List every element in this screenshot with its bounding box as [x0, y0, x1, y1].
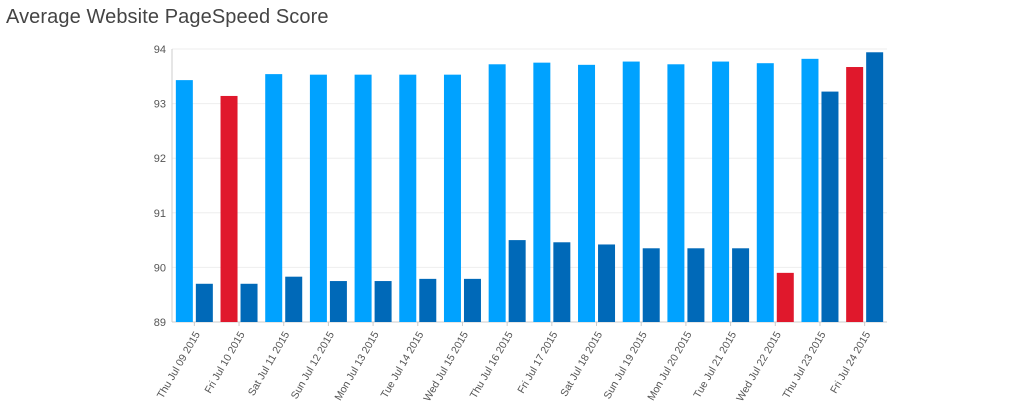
bar-series-1	[220, 95, 238, 323]
bar-series-2	[553, 242, 571, 322]
y-tick-label: 94	[154, 44, 166, 56]
bar-series-1	[265, 74, 283, 322]
y-tick-label: 89	[154, 317, 166, 329]
x-tick-label: Thu Jul 23 2015	[781, 329, 829, 400]
bar-series-1	[756, 63, 774, 323]
x-tick-label: Fri Jul 10 2015	[203, 329, 248, 395]
bar-series-1	[667, 64, 685, 323]
bar-series-1	[846, 67, 864, 322]
x-tick-label: Sat Jul 18 2015	[558, 329, 605, 398]
x-tick-label: Sat Jul 11 2015	[246, 329, 293, 398]
x-tick-label: Sun Jul 12 2015	[289, 329, 337, 401]
bar-series-2	[285, 276, 303, 322]
bar-series-2	[732, 248, 750, 322]
bar-series-2	[866, 52, 884, 322]
x-tick-label: Mon Jul 13 2015	[332, 329, 381, 402]
bar-series-1	[801, 58, 819, 322]
bar-series-2	[642, 248, 660, 322]
bar-series-2	[374, 281, 392, 322]
x-tick-label: Tue Jul 14 2015	[379, 329, 427, 400]
bar-series-2	[598, 244, 616, 322]
x-tick-label: Fri Jul 17 2015	[515, 329, 560, 395]
bar-series-2	[240, 283, 258, 322]
x-tick-label: Thu Jul 09 2015	[155, 329, 203, 400]
y-tick-label: 93	[154, 99, 166, 111]
x-tick-label: Mon Jul 20 2015	[645, 329, 694, 402]
y-tick-label: 91	[154, 208, 166, 220]
bar-series-2	[419, 278, 437, 322]
bar-series-1	[443, 74, 461, 322]
x-tick-label: Wed Jul 22 2015	[734, 329, 784, 403]
bar-series-2	[776, 272, 794, 322]
bar-series-2	[687, 248, 705, 322]
bar-series-1	[622, 61, 640, 323]
bar-series-2	[508, 240, 526, 322]
x-tick-label: Fri Jul 24 2015	[828, 329, 873, 395]
x-tick-label: Sun Jul 19 2015	[601, 329, 649, 401]
bar-series-1	[175, 80, 193, 322]
bar-series-2	[463, 278, 481, 322]
bar-series-1	[578, 64, 596, 323]
x-tick-label: Wed Jul 15 2015	[421, 329, 471, 403]
chart-title: Average Website PageSpeed Score	[6, 6, 329, 28]
bar-series-1	[533, 62, 551, 323]
x-tick-label: Thu Jul 16 2015	[468, 329, 516, 400]
bar-series-2	[821, 91, 839, 322]
x-tick-label: Tue Jul 21 2015	[691, 329, 739, 400]
bar-series-1	[399, 74, 417, 322]
bar-series-1	[488, 64, 506, 323]
bar-series-1	[354, 74, 372, 322]
bar-series-1	[309, 74, 327, 322]
y-tick-label: 92	[154, 153, 166, 165]
bar-series-2	[195, 283, 213, 322]
y-tick-label: 90	[154, 262, 166, 274]
bar-series-1	[712, 61, 730, 323]
bar-series-2	[329, 281, 347, 322]
